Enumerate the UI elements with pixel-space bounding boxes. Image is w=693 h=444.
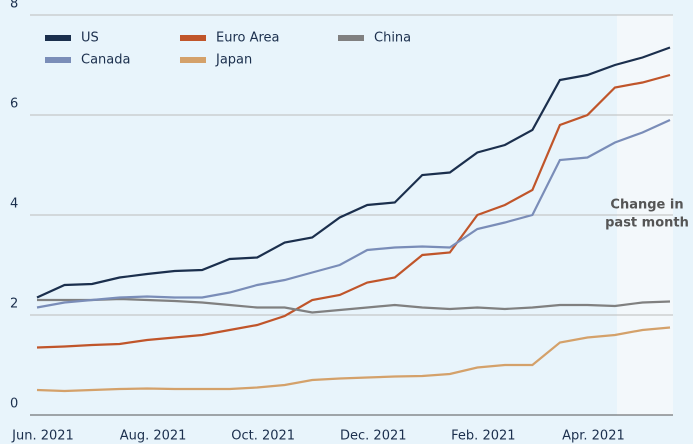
legend-swatch bbox=[45, 57, 71, 63]
series-line bbox=[36, 118, 671, 309]
x-tick-label: Feb. 2021 bbox=[451, 429, 515, 444]
annotation: Change in bbox=[610, 198, 683, 213]
x-tick-label: Apr. 2021 bbox=[562, 429, 625, 444]
legend-swatch bbox=[45, 35, 71, 41]
y-tick-label: 6 bbox=[10, 97, 18, 112]
x-tick-label: Jun. 2021 bbox=[11, 429, 74, 444]
y-tick-label: 0 bbox=[10, 397, 18, 412]
y-tick-label: 8 bbox=[10, 0, 18, 12]
annotation: past month bbox=[605, 216, 689, 231]
legend-swatch bbox=[180, 57, 206, 63]
series-line bbox=[36, 73, 671, 349]
legend-swatch bbox=[180, 35, 206, 41]
y-tick-label: 2 bbox=[10, 297, 18, 312]
legend-label: US bbox=[81, 31, 99, 46]
x-tick-label: Dec. 2021 bbox=[340, 429, 407, 444]
series-line bbox=[36, 326, 671, 393]
y-tick-label: 4 bbox=[10, 197, 18, 212]
legend-swatch bbox=[338, 35, 364, 41]
legend-label: Canada bbox=[81, 53, 130, 68]
legend-label: Euro Area bbox=[216, 31, 280, 46]
x-tick-label: Aug. 2021 bbox=[120, 429, 187, 444]
legend-label: Japan bbox=[215, 53, 252, 68]
series-line bbox=[36, 46, 671, 299]
series-line bbox=[37, 297, 671, 314]
x-tick-label: Oct. 2021 bbox=[231, 429, 295, 444]
legend-label: China bbox=[374, 31, 411, 46]
